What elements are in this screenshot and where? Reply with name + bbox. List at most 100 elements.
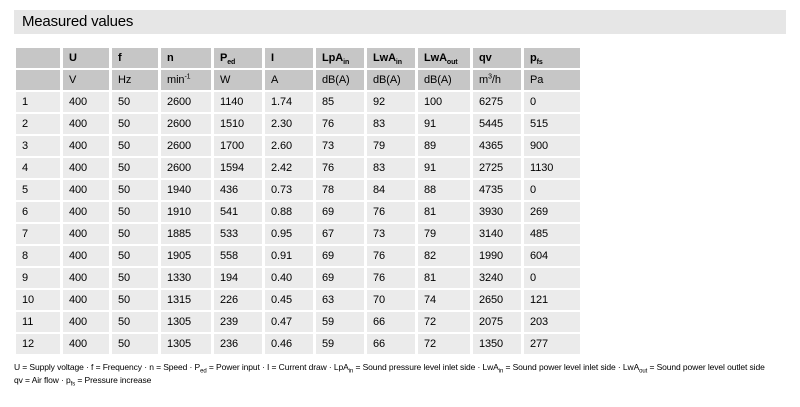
data-cell: 91 <box>418 114 470 134</box>
page-title: Measured values <box>22 13 134 30</box>
data-cell: 1594 <box>214 158 262 178</box>
data-cell: 1905 <box>161 246 211 266</box>
row-number-cell: 3 <box>16 136 60 156</box>
data-cell: 66 <box>367 334 415 354</box>
data-cell: 79 <box>418 224 470 244</box>
data-cell: 50 <box>112 312 158 332</box>
row-number-cell: 10 <box>16 290 60 310</box>
data-cell: 2075 <box>473 312 521 332</box>
data-cell: 400 <box>63 268 109 288</box>
data-cell: 50 <box>112 246 158 266</box>
data-cell: 2600 <box>161 136 211 156</box>
data-cell: 50 <box>112 92 158 112</box>
data-cell: 121 <box>524 290 580 310</box>
column-unit-cell: V <box>63 70 109 90</box>
column-unit-cell: Hz <box>112 70 158 90</box>
table-row: 1 400 50 2600 1140 1.74 85 92 100 6275 0 <box>16 92 580 112</box>
data-cell: 0.46 <box>265 334 313 354</box>
row-number-cell: 4 <box>16 158 60 178</box>
column-header-cell: pfs <box>524 48 580 68</box>
data-cell: 83 <box>367 114 415 134</box>
table-row: 4 400 50 2600 1594 2.42 76 83 91 2725 1130 <box>16 158 580 178</box>
data-cell: 50 <box>112 268 158 288</box>
column-unit-cell: m3/h <box>473 70 521 90</box>
row-number-cell: 5 <box>16 180 60 200</box>
data-cell: 81 <box>418 268 470 288</box>
data-cell: 50 <box>112 180 158 200</box>
data-cell: 400 <box>63 136 109 156</box>
data-cell: 485 <box>524 224 580 244</box>
column-unit-cell: min-1 <box>161 70 211 90</box>
data-cell: 0.47 <box>265 312 313 332</box>
data-cell: 76 <box>367 268 415 288</box>
data-cell: 92 <box>367 92 415 112</box>
row-number-cell: 8 <box>16 246 60 266</box>
data-cell: 2.42 <box>265 158 313 178</box>
data-cell: 277 <box>524 334 580 354</box>
data-cell: 226 <box>214 290 262 310</box>
row-number-cell: 12 <box>16 334 60 354</box>
row-number-cell: 7 <box>16 224 60 244</box>
data-cell: 0.40 <box>265 268 313 288</box>
data-cell: 3140 <box>473 224 521 244</box>
data-cell: 69 <box>316 246 364 266</box>
data-cell: 3930 <box>473 202 521 222</box>
data-cell: 6275 <box>473 92 521 112</box>
column-header-cell: Ped <box>214 48 262 68</box>
data-cell: 66 <box>367 312 415 332</box>
data-cell: 1330 <box>161 268 211 288</box>
data-cell: 400 <box>63 290 109 310</box>
table-row: 9 400 50 1330 194 0.40 69 76 81 3240 0 <box>16 268 580 288</box>
data-cell: 2650 <box>473 290 521 310</box>
column-header-cell: U <box>63 48 109 68</box>
data-cell: 400 <box>63 312 109 332</box>
data-cell: 72 <box>418 312 470 332</box>
data-cell: 50 <box>112 290 158 310</box>
section-title-bar: Measured values <box>14 10 786 34</box>
row-number-cell: 11 <box>16 312 60 332</box>
data-cell: 73 <box>367 224 415 244</box>
table-row: 10 400 50 1315 226 0.45 63 70 74 2650 121 <box>16 290 580 310</box>
row-number-cell: 2 <box>16 114 60 134</box>
data-cell: 0.95 <box>265 224 313 244</box>
data-cell: 83 <box>367 158 415 178</box>
data-cell: 0.88 <box>265 202 313 222</box>
row-number-cell: 6 <box>16 202 60 222</box>
column-unit-cell: dB(A) <box>418 70 470 90</box>
data-cell: 0.91 <box>265 246 313 266</box>
data-cell: 79 <box>367 136 415 156</box>
table-row: 6 400 50 1910 541 0.88 69 76 81 3930 269 <box>16 202 580 222</box>
data-cell: 88 <box>418 180 470 200</box>
data-cell: 400 <box>63 246 109 266</box>
table-row: 7 400 50 1885 533 0.95 67 73 79 3140 485 <box>16 224 580 244</box>
data-cell: 67 <box>316 224 364 244</box>
data-cell: 0 <box>524 268 580 288</box>
data-cell: 1990 <box>473 246 521 266</box>
data-cell: 900 <box>524 136 580 156</box>
column-header-cell: LpAin <box>316 48 364 68</box>
data-cell: 70 <box>367 290 415 310</box>
column-unit-cell <box>16 70 60 90</box>
data-cell: 84 <box>367 180 415 200</box>
data-cell: 400 <box>63 92 109 112</box>
data-cell: 0 <box>524 180 580 200</box>
column-header-cell: LwAin <box>367 48 415 68</box>
data-cell: 2.30 <box>265 114 313 134</box>
data-cell: 4735 <box>473 180 521 200</box>
column-header-cell: f <box>112 48 158 68</box>
data-cell: 1315 <box>161 290 211 310</box>
data-cell: 50 <box>112 136 158 156</box>
column-header-cell: n <box>161 48 211 68</box>
data-cell: 0.73 <box>265 180 313 200</box>
data-cell: 50 <box>112 224 158 244</box>
data-cell: 74 <box>418 290 470 310</box>
data-cell: 1130 <box>524 158 580 178</box>
data-cell: 1940 <box>161 180 211 200</box>
data-cell: 5445 <box>473 114 521 134</box>
data-cell: 50 <box>112 202 158 222</box>
data-cell: 194 <box>214 268 262 288</box>
column-unit-cell: dB(A) <box>367 70 415 90</box>
data-cell: 50 <box>112 334 158 354</box>
